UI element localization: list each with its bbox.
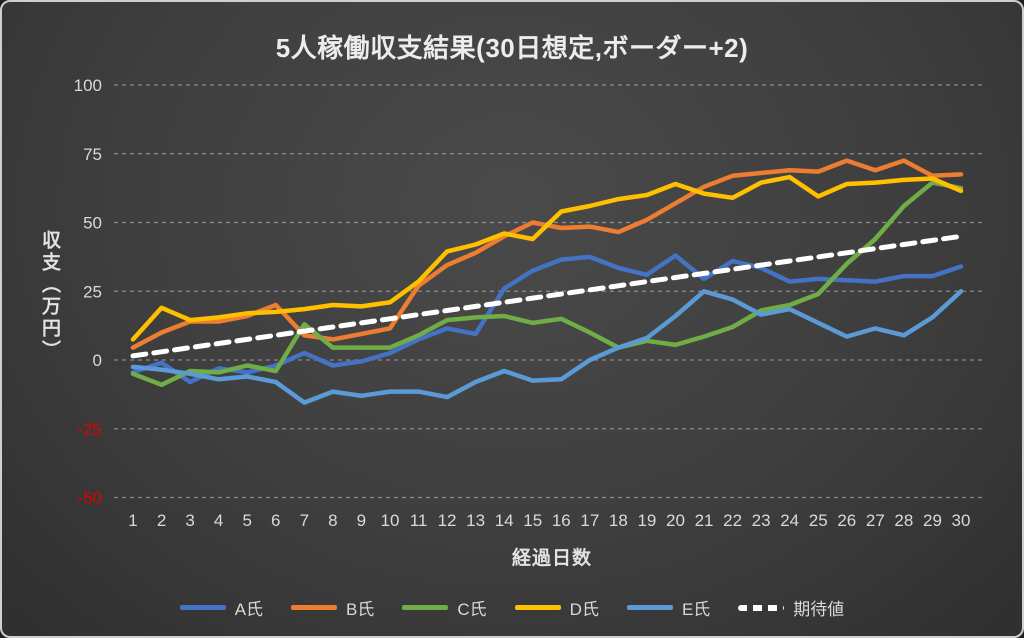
x-tick-label: 25 xyxy=(809,511,828,530)
x-axis-label: 経過日数 xyxy=(511,548,592,569)
legend-label: A氏 xyxy=(234,600,264,619)
legend-item-C氏: C氏 xyxy=(402,595,487,620)
x-tick-label: 29 xyxy=(923,511,942,530)
x-tick-label: 13 xyxy=(466,511,485,530)
x-tick-label: 7 xyxy=(300,511,309,530)
legend-label: B氏 xyxy=(346,600,375,619)
y-tick-label: 75 xyxy=(83,145,102,164)
x-tick-label: 20 xyxy=(666,511,685,530)
x-tick-label: 15 xyxy=(523,511,542,530)
x-tick-label: 27 xyxy=(866,511,885,530)
legend-swatch-icon xyxy=(738,604,785,611)
x-tick-label: 3 xyxy=(185,511,194,530)
x-tick-label: 24 xyxy=(780,511,799,530)
y-tick-label: -50 xyxy=(77,489,102,508)
y-tick-label: 100 xyxy=(74,76,102,95)
x-tick-label: 10 xyxy=(381,511,400,530)
x-tick-label: 5 xyxy=(242,511,251,530)
series-line-E氏 xyxy=(130,289,964,405)
x-tick-label: 8 xyxy=(328,511,337,530)
legend-swatch-icon xyxy=(402,605,449,610)
x-tick-label: 26 xyxy=(837,511,856,530)
series-line-C氏 xyxy=(130,180,964,388)
x-tick-label: 30 xyxy=(952,511,971,530)
legend-swatch-icon xyxy=(626,605,673,610)
x-tick-label: 14 xyxy=(495,511,514,530)
x-tick-label: 9 xyxy=(357,511,366,530)
x-tick-label: 18 xyxy=(609,511,628,530)
legend-item-E氏: E氏 xyxy=(626,595,711,620)
series-line-D氏 xyxy=(130,174,964,342)
x-tick-label: 28 xyxy=(894,511,913,530)
legend-label: C氏 xyxy=(457,600,487,619)
legend: A氏 B氏 C氏 D氏 E氏 期待値 xyxy=(2,595,1022,620)
x-tick-label: 2 xyxy=(157,511,166,530)
legend-label: E氏 xyxy=(681,600,711,619)
y-tick-label: 25 xyxy=(83,282,102,301)
legend-item-A氏: A氏 xyxy=(179,595,264,620)
legend-label: 期待値 xyxy=(793,600,845,619)
y-tick-label: 50 xyxy=(83,214,102,233)
x-tick-label: 11 xyxy=(410,511,428,530)
x-tick-label: 16 xyxy=(552,511,571,530)
x-tick-label: 19 xyxy=(637,511,656,530)
legend-swatch-icon xyxy=(179,605,226,610)
x-tick-label: 23 xyxy=(752,511,771,530)
legend-swatch-icon xyxy=(291,605,338,610)
x-tick-label: 4 xyxy=(214,511,223,530)
x-tick-label: 12 xyxy=(438,511,457,530)
legend-item-期待値: 期待値 xyxy=(738,595,844,620)
chart-title: 5人稼働収支結果(30日想定,ボーダー+2) xyxy=(275,33,749,63)
y-tick-label: 0 xyxy=(93,351,102,370)
x-tick-label: 6 xyxy=(271,511,280,530)
x-tick-label: 21 xyxy=(695,511,714,530)
legend-item-D氏: D氏 xyxy=(514,595,599,620)
legend-swatch-icon xyxy=(514,605,561,610)
legend-item-B氏: B氏 xyxy=(291,595,374,620)
x-tick-label: 22 xyxy=(723,511,742,530)
y-axis-label: 収支（万円） xyxy=(39,230,60,362)
x-tick-label: 17 xyxy=(580,511,599,530)
series-line-A氏 xyxy=(130,253,964,385)
x-tick-label: 1 xyxy=(128,511,137,530)
series-line-期待値 xyxy=(130,233,964,359)
y-tick-label: -25 xyxy=(77,420,102,439)
legend-label: D氏 xyxy=(569,600,599,619)
